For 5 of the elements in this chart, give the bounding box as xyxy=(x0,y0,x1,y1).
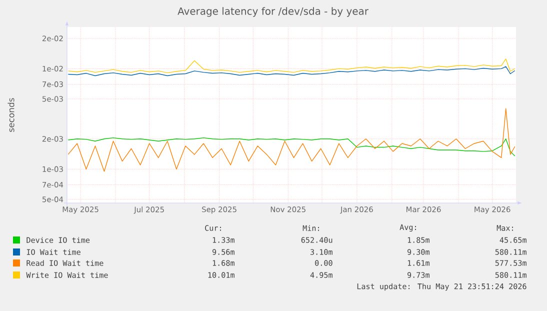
line-series xyxy=(68,58,516,74)
chart-title: Average latency for /dev/sda - by year xyxy=(178,7,368,17)
y-axis-title: seconds xyxy=(8,98,14,132)
line-series xyxy=(68,108,516,172)
line-series xyxy=(68,66,516,76)
